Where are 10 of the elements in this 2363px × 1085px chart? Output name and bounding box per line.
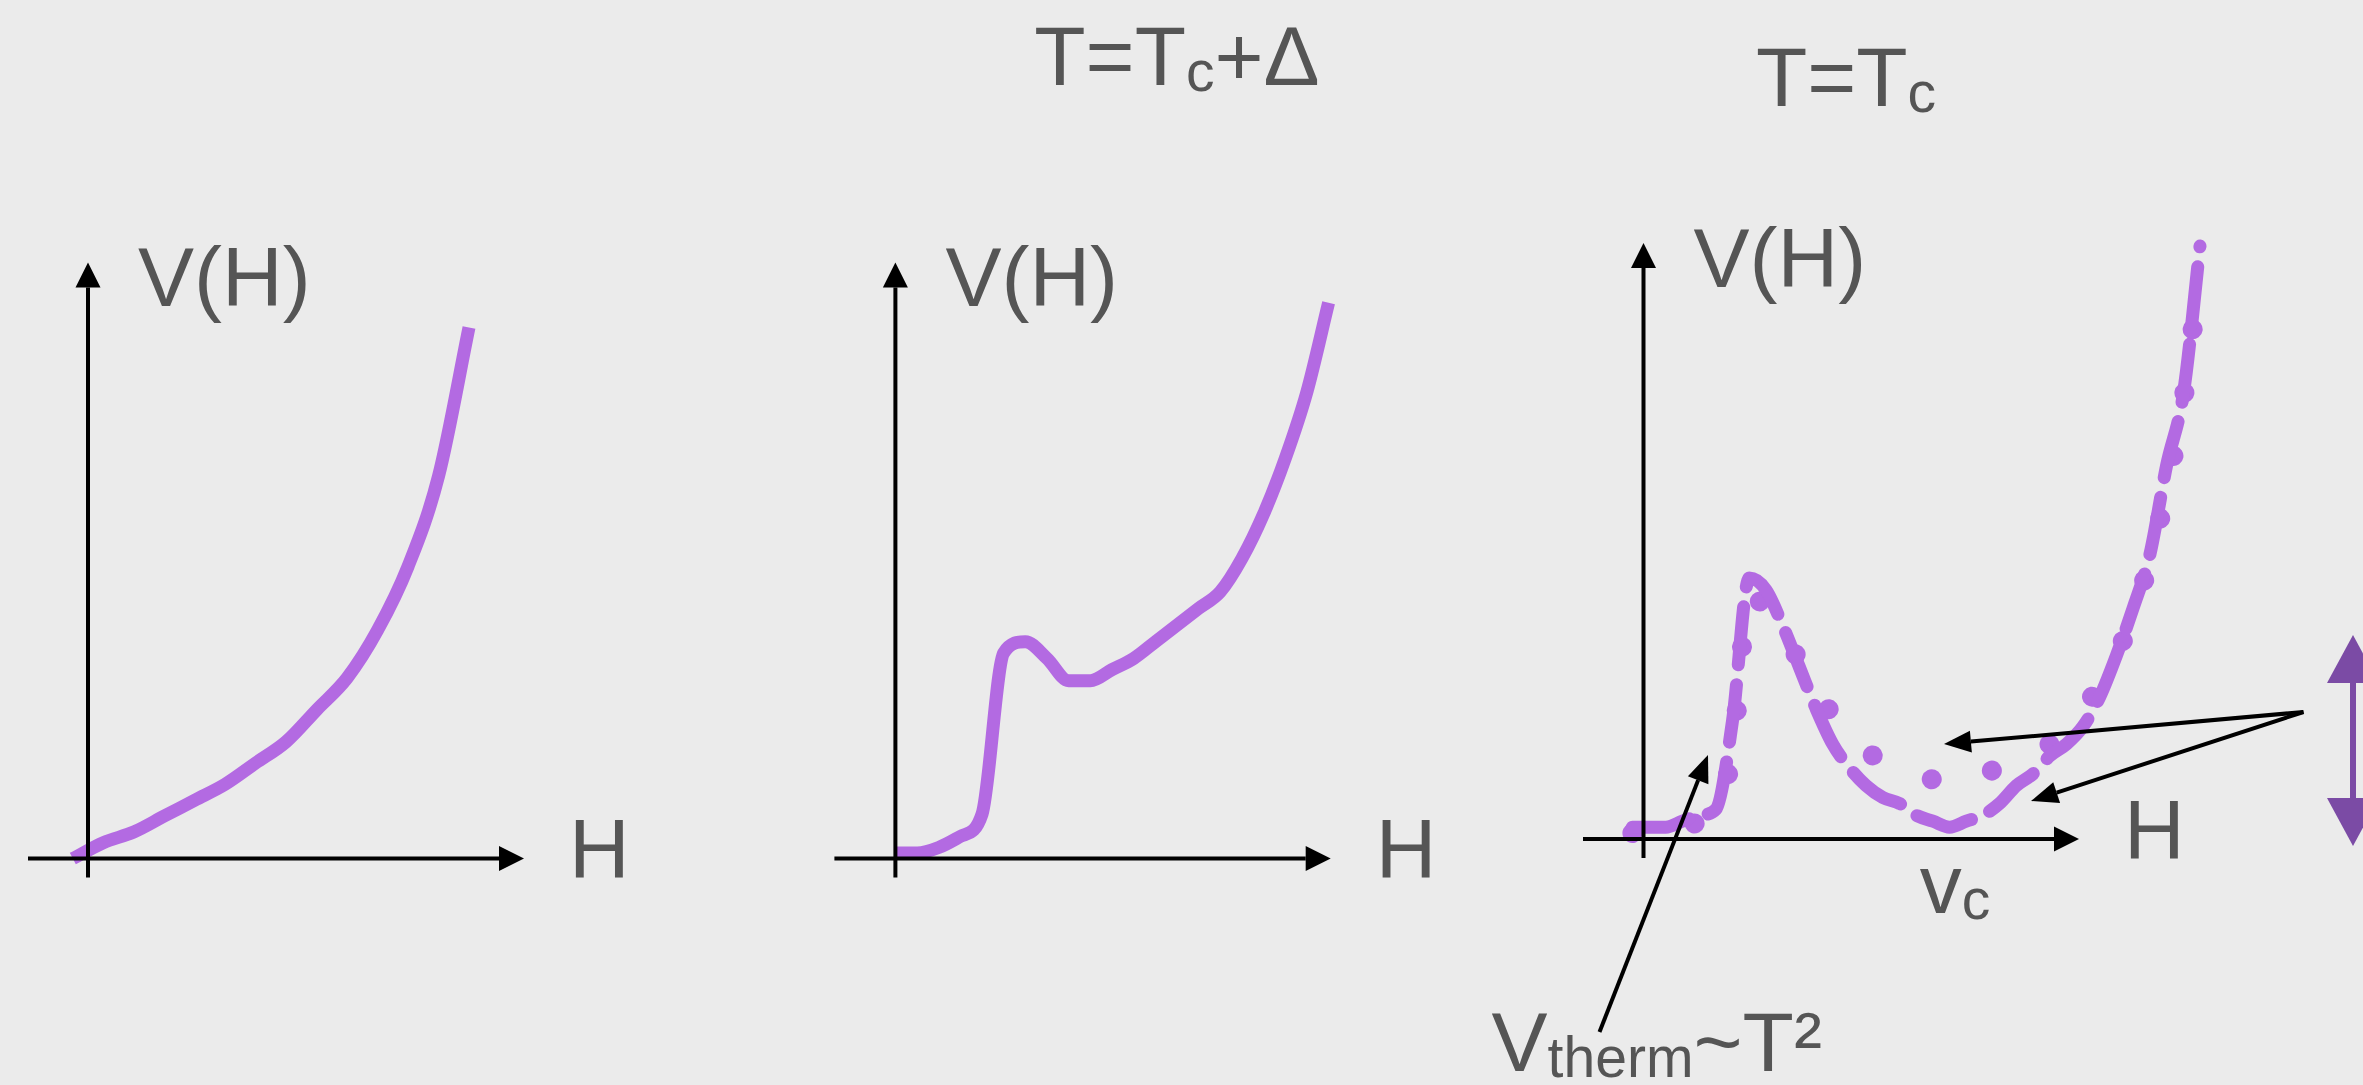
x-axis-title: H [2124, 782, 2185, 877]
text: V$_{therm}$~T² [1491, 994, 1822, 1085]
x-axis-title: H [1375, 802, 1437, 897]
y-axis-title: V(H) [138, 230, 311, 325]
chart-title: T=T$_{c}$+Δ [1034, 8, 1320, 104]
x-axis-title: H [569, 802, 630, 897]
chart-title: T=T$_{c}$ [1755, 29, 1937, 125]
annotation: v$_{c}$ [1919, 836, 1991, 932]
y-axis-title: V(H) [1693, 210, 1867, 305]
y-axis-title: V(H) [945, 230, 1119, 325]
